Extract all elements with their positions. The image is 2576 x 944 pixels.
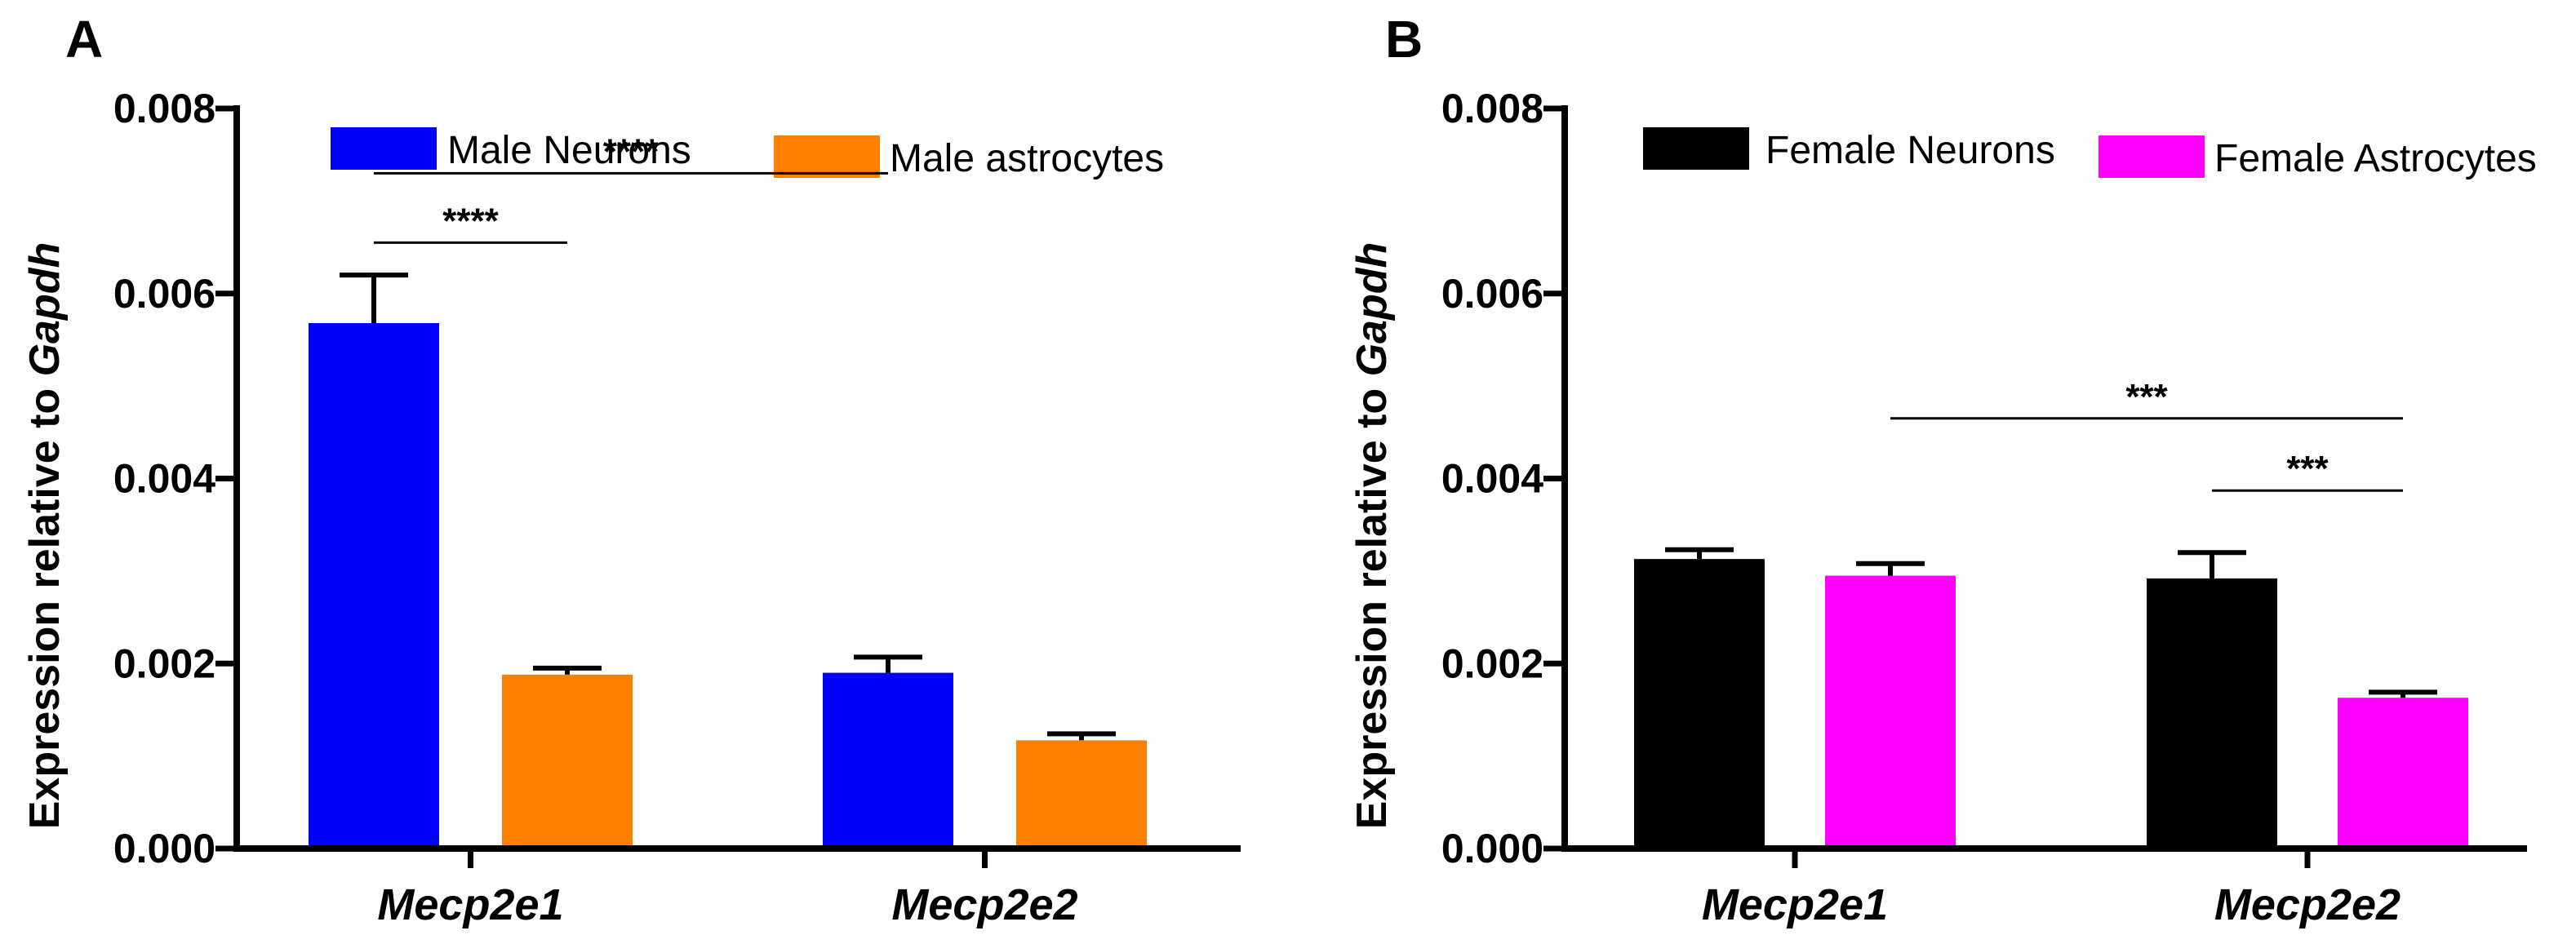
x-tick-label: Mecp2e1 bbox=[377, 880, 563, 929]
error-bar bbox=[2178, 550, 2246, 578]
bar-male-astrocytes-mecp2e1 bbox=[502, 674, 633, 849]
y-axis-title-gene: Gapdh bbox=[21, 242, 69, 377]
significance-bracket: *** bbox=[2212, 449, 2403, 492]
legend-swatch-1 bbox=[774, 135, 880, 178]
significance-label: *** bbox=[2125, 377, 2168, 417]
significance-bracket: *** bbox=[1890, 377, 2403, 420]
y-axis-title-gene: Gapdh bbox=[1348, 242, 1396, 377]
bar-female-neurons-mecp2e2 bbox=[2147, 578, 2277, 849]
bar-male-neurons-mecp2e1 bbox=[309, 323, 439, 849]
bar-female-astrocytes-mecp2e2 bbox=[2338, 698, 2468, 849]
y-tick-label: 0.006 bbox=[1441, 271, 1543, 317]
error-bar bbox=[340, 273, 408, 324]
legend-label-1: Female Astrocytes bbox=[2214, 137, 2537, 180]
y-axis-title: Expression relative to Gapdh bbox=[21, 242, 69, 830]
y-tick-label: 0.008 bbox=[1441, 86, 1543, 131]
panel-a: A Male Neurons Male astrocytes Mecp2e1 Mecp2… bbox=[21, 10, 1241, 929]
bar-female-neurons-mecp2e1 bbox=[1634, 559, 1765, 849]
y-tick-label: 0.000 bbox=[1441, 826, 1543, 871]
error-bar bbox=[854, 654, 922, 673]
significance-bracket: **** bbox=[374, 131, 888, 175]
significance-label: **** bbox=[603, 131, 660, 171]
significance-label: *** bbox=[2286, 449, 2329, 489]
bar-male-astrocytes-mecp2e2 bbox=[1016, 740, 1147, 849]
y-tick-label: 0.002 bbox=[1441, 640, 1543, 686]
legend-swatch-0 bbox=[1643, 127, 1749, 170]
bar-male-neurons-mecp2e2 bbox=[823, 672, 953, 849]
panel-label: A bbox=[65, 10, 103, 69]
significance-label: **** bbox=[442, 201, 499, 241]
legend-label-0: Female Neurons bbox=[1765, 129, 2055, 172]
error-bar bbox=[1665, 547, 1734, 560]
error-bar bbox=[1047, 731, 1116, 741]
legend-swatch-0 bbox=[331, 127, 437, 170]
significance-bracket: **** bbox=[374, 201, 567, 244]
x-tick-label: Mecp2e1 bbox=[1702, 880, 1888, 929]
y-tick-label: 0.002 bbox=[113, 640, 215, 686]
panel-label: B bbox=[1385, 10, 1423, 69]
y-axis-title-text: Expression relative to bbox=[21, 376, 69, 829]
y-tick-label: 0.004 bbox=[1441, 456, 1543, 502]
x-tick-label: Mecp2e2 bbox=[891, 880, 1077, 929]
error-bar bbox=[1856, 561, 1925, 576]
error-bar bbox=[533, 665, 602, 675]
y-tick-label: 0.000 bbox=[113, 826, 215, 871]
y-tick-label: 0.006 bbox=[113, 271, 215, 317]
y-axis-title-text: Expression relative to bbox=[1348, 376, 1396, 829]
y-tick-label: 0.008 bbox=[113, 86, 215, 131]
legend-swatch-1 bbox=[2099, 135, 2205, 178]
y-tick-label: 0.004 bbox=[113, 456, 215, 502]
panel-b: B Female Neurons Female Astrocytes Mecp2e1 M… bbox=[1348, 10, 2537, 929]
legend-label-1: Male astrocytes bbox=[890, 137, 1164, 180]
error-bar bbox=[2369, 689, 2437, 698]
x-tick-label: Mecp2e2 bbox=[2214, 880, 2401, 929]
bar-female-astrocytes-mecp2e1 bbox=[1825, 575, 1956, 849]
y-axis-title: Expression relative to Gapdh bbox=[1348, 242, 1396, 830]
legend-label-0: Male Neurons bbox=[447, 129, 691, 172]
